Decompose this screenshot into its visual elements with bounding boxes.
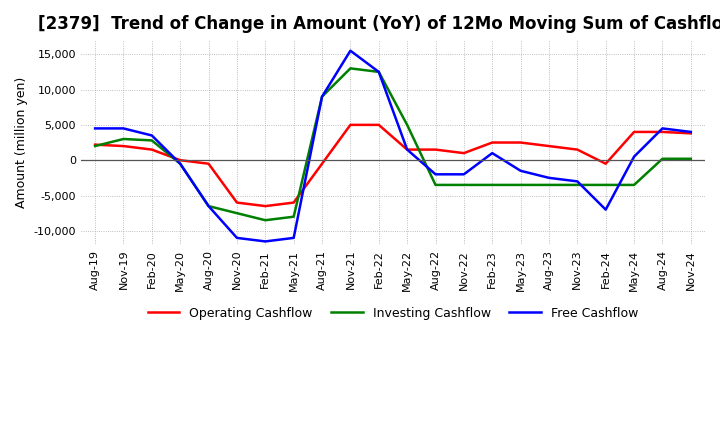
- Free Cashflow: [402, 147, 411, 152]
- Title: [2379]  Trend of Change in Amount (YoY) of 12Mo Moving Sum of Cashflows: [2379] Trend of Change in Amount (YoY) o…: [37, 15, 720, 33]
- Operating Cashflow: [431, 147, 440, 152]
- Operating Cashflow: [176, 158, 184, 163]
- Operating Cashflow: [119, 143, 127, 149]
- Operating Cashflow: [204, 161, 213, 166]
- Operating Cashflow: [233, 200, 241, 205]
- Operating Cashflow: [573, 147, 582, 152]
- Investing Cashflow: [374, 69, 383, 74]
- Investing Cashflow: [204, 203, 213, 209]
- Free Cashflow: [119, 126, 127, 131]
- Free Cashflow: [630, 154, 639, 159]
- Investing Cashflow: [488, 182, 497, 187]
- Operating Cashflow: [459, 150, 468, 156]
- Legend: Operating Cashflow, Investing Cashflow, Free Cashflow: Operating Cashflow, Investing Cashflow, …: [143, 302, 643, 325]
- Free Cashflow: [601, 207, 610, 212]
- Investing Cashflow: [459, 182, 468, 187]
- Free Cashflow: [289, 235, 298, 241]
- Operating Cashflow: [318, 161, 326, 166]
- Free Cashflow: [544, 175, 553, 180]
- Investing Cashflow: [233, 210, 241, 216]
- Operating Cashflow: [346, 122, 355, 128]
- Operating Cashflow: [516, 140, 525, 145]
- Free Cashflow: [431, 172, 440, 177]
- Investing Cashflow: [658, 156, 667, 161]
- Investing Cashflow: [318, 94, 326, 99]
- Free Cashflow: [686, 129, 695, 135]
- Operating Cashflow: [686, 131, 695, 136]
- Free Cashflow: [261, 239, 269, 244]
- Free Cashflow: [658, 126, 667, 131]
- Operating Cashflow: [544, 143, 553, 149]
- Investing Cashflow: [686, 156, 695, 161]
- Free Cashflow: [346, 48, 355, 53]
- Investing Cashflow: [630, 182, 639, 187]
- Operating Cashflow: [374, 122, 383, 128]
- Operating Cashflow: [630, 129, 639, 135]
- Operating Cashflow: [601, 161, 610, 166]
- Free Cashflow: [233, 235, 241, 241]
- Free Cashflow: [573, 179, 582, 184]
- Line: Investing Cashflow: Investing Cashflow: [95, 68, 690, 220]
- Free Cashflow: [488, 150, 497, 156]
- Line: Free Cashflow: Free Cashflow: [95, 51, 690, 242]
- Investing Cashflow: [431, 182, 440, 187]
- Investing Cashflow: [119, 136, 127, 142]
- Operating Cashflow: [488, 140, 497, 145]
- Free Cashflow: [459, 172, 468, 177]
- Free Cashflow: [148, 133, 156, 138]
- Investing Cashflow: [289, 214, 298, 219]
- Operating Cashflow: [402, 147, 411, 152]
- Free Cashflow: [318, 94, 326, 99]
- Investing Cashflow: [402, 122, 411, 128]
- Free Cashflow: [204, 203, 213, 209]
- Operating Cashflow: [658, 129, 667, 135]
- Investing Cashflow: [176, 161, 184, 166]
- Investing Cashflow: [573, 182, 582, 187]
- Y-axis label: Amount (million yen): Amount (million yen): [15, 77, 28, 208]
- Investing Cashflow: [91, 143, 99, 149]
- Operating Cashflow: [261, 203, 269, 209]
- Investing Cashflow: [346, 66, 355, 71]
- Operating Cashflow: [289, 200, 298, 205]
- Investing Cashflow: [261, 218, 269, 223]
- Operating Cashflow: [148, 147, 156, 152]
- Investing Cashflow: [601, 182, 610, 187]
- Line: Operating Cashflow: Operating Cashflow: [95, 125, 690, 206]
- Operating Cashflow: [91, 142, 99, 147]
- Investing Cashflow: [516, 182, 525, 187]
- Free Cashflow: [374, 69, 383, 74]
- Investing Cashflow: [544, 182, 553, 187]
- Free Cashflow: [516, 168, 525, 173]
- Investing Cashflow: [148, 138, 156, 143]
- Free Cashflow: [176, 161, 184, 166]
- Free Cashflow: [91, 126, 99, 131]
